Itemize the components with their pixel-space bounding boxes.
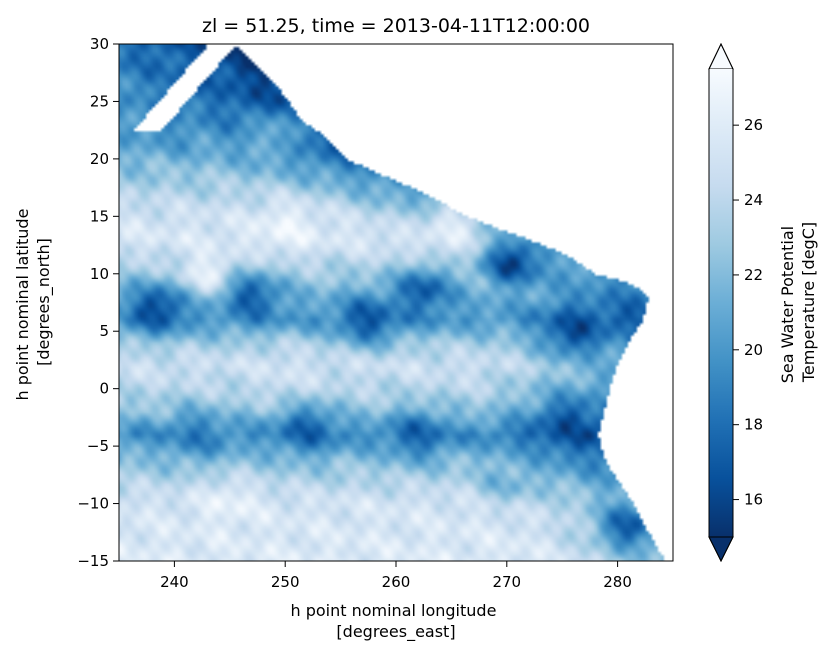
x-tick-label: 250 <box>271 573 300 591</box>
y-tick-label: 25 <box>90 92 109 110</box>
y-tick-label: 15 <box>90 207 109 225</box>
y-tick-label: 30 <box>90 35 109 53</box>
colorbar-tick-label: 16 <box>744 491 763 509</box>
y-tick-label: −5 <box>87 437 109 455</box>
colorbar-tick-label: 26 <box>744 116 763 134</box>
y-tick-label: −10 <box>77 495 109 513</box>
x-tick-label: 270 <box>492 573 521 591</box>
colorbar-tick-label: 24 <box>744 191 763 209</box>
heatmap-area <box>119 44 673 561</box>
y-tick-label: 5 <box>99 322 109 340</box>
colorbar-tick-label: 20 <box>744 341 763 359</box>
x-tick-label: 280 <box>603 573 632 591</box>
colorbar-gradient <box>709 69 733 537</box>
colorbar-tick-label: 18 <box>744 416 763 434</box>
y-tick-label: −15 <box>77 552 109 570</box>
heatmap-image <box>119 44 673 561</box>
x-axis-label-line1: h point nominal longitude <box>290 601 496 620</box>
colorbar-label-line2: Temperature [degC] <box>799 222 818 383</box>
colorbar-ticks: 16 18 20 22 24 26 <box>733 116 763 509</box>
y-tick-label: 20 <box>90 150 109 168</box>
colorbar-extend-bottom <box>708 536 734 563</box>
x-axis-ticks: 240 250 260 270 280 <box>160 561 632 591</box>
y-axis-label-line1: h point nominal latitude <box>13 209 32 401</box>
y-axis-label-line2: [degrees_north] <box>34 238 54 366</box>
colorbar-label-line1: Sea Water Potential <box>778 226 797 383</box>
y-axis-label: h point nominal latitude [degrees_north] <box>13 203 54 400</box>
x-axis-label: h point nominal longitude [degrees_east] <box>290 601 501 642</box>
y-tick-label: 10 <box>90 265 109 283</box>
x-axis-label-line2: [degrees_east] <box>336 622 455 642</box>
y-axis-ticks: −15 −10 −5 0 5 10 15 20 25 30 <box>77 35 119 570</box>
x-tick-label: 260 <box>382 573 411 591</box>
colorbar-outline <box>708 42 734 563</box>
x-tick-label: 240 <box>160 573 189 591</box>
chart-title: zl = 51.25, time = 2013-04-11T12:00:00 <box>202 15 590 37</box>
colorbar-extend-top <box>708 42 734 70</box>
colorbar: 16 18 20 22 24 26 Sea Water Potential Tempera… <box>708 42 818 563</box>
colorbar-tick-label: 22 <box>744 266 763 284</box>
colorbar-label: Sea Water Potential Temperature [degC] <box>778 221 818 383</box>
y-tick-label: 0 <box>99 380 109 398</box>
